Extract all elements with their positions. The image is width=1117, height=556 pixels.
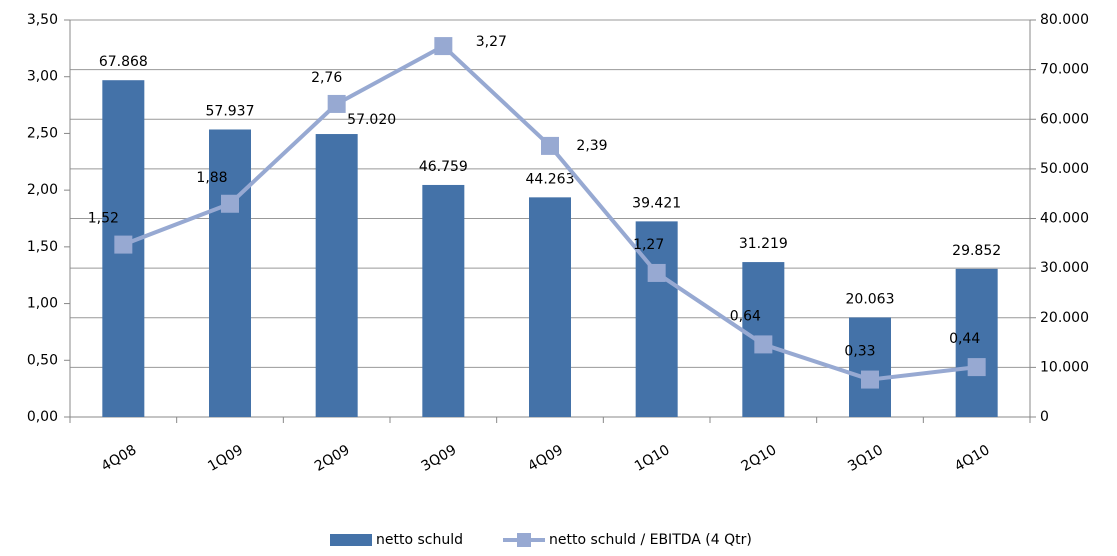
line-label: 1,27 <box>633 237 664 253</box>
y-tick-label: 0,00 <box>27 409 58 425</box>
line-label: 2,76 <box>311 70 342 86</box>
bar-label: 46.759 <box>419 159 468 175</box>
y-tick-label: 1,00 <box>27 296 58 312</box>
line-label: 0,64 <box>730 308 761 324</box>
line-marker <box>114 235 133 254</box>
y2-tick-label: 50.000 <box>1040 161 1089 177</box>
bar <box>955 268 998 417</box>
legend-swatch <box>517 533 531 547</box>
line-label: 0,44 <box>949 331 980 347</box>
bar-label: 20.063 <box>846 291 895 307</box>
bar <box>209 129 251 417</box>
y-tick-label: 1,50 <box>27 239 58 255</box>
legend-label: netto schuld / EBITDA (4 Qtr) <box>549 532 752 548</box>
y-tick-label: 0,50 <box>27 352 58 368</box>
legend-label: netto schuld <box>376 532 463 548</box>
x-tick-label: 1Q10 <box>632 442 673 475</box>
line-marker <box>647 263 666 282</box>
x-tick-label: 2Q09 <box>312 442 353 475</box>
bar-label: 39.421 <box>632 195 681 211</box>
line-label: 1,88 <box>196 170 227 186</box>
y-tick-label: 3,00 <box>27 69 58 85</box>
y2-tick-label: 20.000 <box>1040 310 1089 326</box>
y2-tick-label: 70.000 <box>1040 62 1089 78</box>
y2-tick-label: 60.000 <box>1040 111 1089 127</box>
bar <box>422 184 465 417</box>
line-marker <box>327 94 346 113</box>
line-marker <box>541 136 559 155</box>
bar-label: 57.937 <box>206 103 255 119</box>
bar-label: 57.020 <box>347 112 396 128</box>
bar <box>315 134 358 417</box>
bar-label: 67.868 <box>99 54 148 70</box>
x-tick-label: 4Q09 <box>525 442 566 475</box>
y2-tick-label: 80.000 <box>1040 12 1089 28</box>
x-tick-label: 1Q09 <box>205 442 246 475</box>
line-marker <box>434 37 453 56</box>
line-marker <box>967 358 986 377</box>
y2-tick-label: 10.000 <box>1040 359 1089 375</box>
bar-label: 31.219 <box>739 236 788 252</box>
x-tick-label: 2Q10 <box>739 442 780 475</box>
y2-tick-label: 40.000 <box>1040 211 1089 227</box>
line-label: 3,27 <box>476 34 507 50</box>
bar <box>529 197 571 417</box>
y-tick-label: 3,50 <box>27 12 58 28</box>
bar-label: 29.852 <box>952 243 1001 259</box>
line-label: 2,39 <box>576 138 607 154</box>
x-tick-label: 4Q08 <box>99 442 140 475</box>
x-tick-label: 4Q10 <box>952 442 993 475</box>
x-tick-label: 3Q10 <box>845 442 886 475</box>
line-marker <box>221 194 239 213</box>
bar-label: 44.263 <box>526 171 575 187</box>
y2-tick-label: 30.000 <box>1040 260 1089 276</box>
x-tick-label: 3Q09 <box>419 442 460 475</box>
legend-swatch <box>330 534 372 546</box>
line-marker <box>861 370 879 389</box>
y-tick-label: 2,00 <box>27 182 58 198</box>
line-label: 0,33 <box>844 344 875 360</box>
line-marker <box>754 335 773 354</box>
y2-tick-label: 0 <box>1040 409 1049 425</box>
bar <box>849 317 891 417</box>
line-label: 1,52 <box>88 211 119 227</box>
y-tick-label: 2,50 <box>27 125 58 141</box>
